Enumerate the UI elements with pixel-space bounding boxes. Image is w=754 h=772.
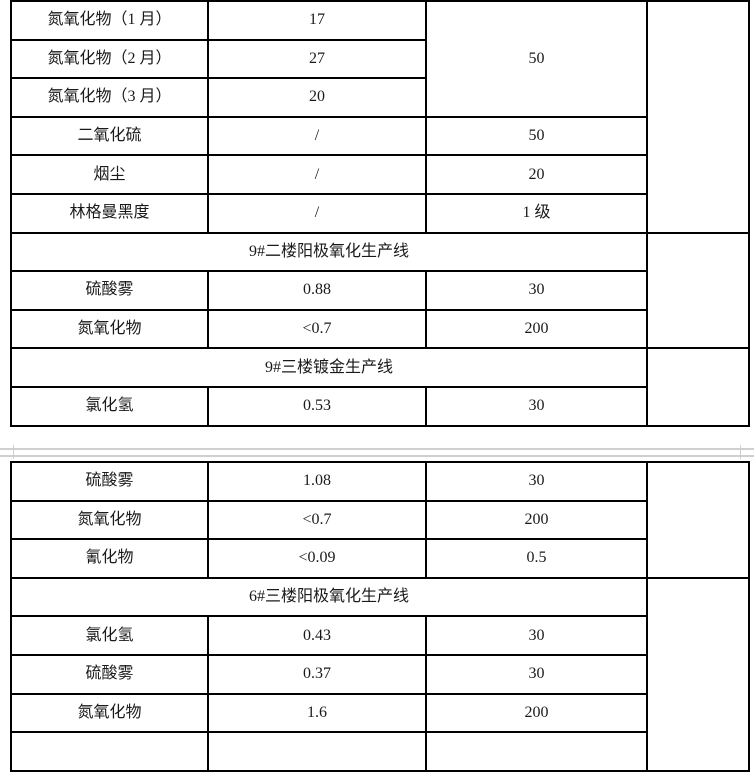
page-corner-mark: [740, 445, 741, 459]
section-header-row: 6#三楼阳极氧化生产线: [10, 576, 750, 772]
pollutant-cell: 二氧化硫: [10, 115, 209, 157]
pollutant-cell: 硫酸雾: [10, 270, 209, 311]
section-title: 9#三楼镀金生产线: [10, 347, 648, 388]
pollutant-cell: 林格曼黑度: [10, 192, 209, 234]
measured-value-cell: 1.08: [207, 461, 427, 502]
limit-value-cell: 200: [425, 308, 648, 350]
table-row: 氰化物 <0.09 0.5: [10, 538, 749, 579]
measured-value-cell: 0.43: [207, 615, 427, 656]
measured-value-cell: <0.7: [207, 499, 427, 541]
remark-cell: [646, 0, 750, 234]
pollutant-cell: [10, 731, 209, 772]
table-row: 氮氧化物（1 月） 17 50: [10, 0, 750, 234]
section-title: 6#三楼阳极氧化生产线: [10, 576, 648, 618]
pollutant-cell: 氯化氢: [10, 615, 209, 656]
limit-value-cell: 50: [425, 115, 648, 157]
remark-cell: [646, 576, 750, 772]
measured-value-cell: 0.53: [207, 385, 427, 427]
page-break-line: [0, 455, 754, 457]
limit-value-cell: 30: [425, 615, 648, 656]
pollutant-cell: 氮氧化物（1 月）: [10, 0, 209, 41]
measured-value-cell: 17: [207, 0, 427, 41]
table-row: 氯化氢 0.53 30: [10, 385, 749, 427]
table-row: 硫酸雾 1.08 30: [10, 461, 750, 579]
pollutant-cell: 氮氧化物（2 月）: [10, 38, 209, 80]
limit-value-cell: 20: [425, 154, 648, 195]
table-row: 氯化氢 0.43 30: [10, 615, 749, 656]
section-title: 9#二楼阳极氧化生产线: [10, 231, 648, 273]
measured-value-cell: 20: [207, 77, 427, 118]
pollutant-cell: 硫酸雾: [10, 653, 209, 695]
table-row: 二氧化硫 / 50: [10, 115, 749, 157]
remark-cell: [646, 347, 750, 427]
measured-value-cell: /: [207, 115, 427, 157]
table-row: 氮氧化物 <0.7 200: [10, 499, 749, 541]
pollutant-cell: 硫酸雾: [10, 461, 209, 502]
limit-value-cell: 1 级: [425, 192, 648, 234]
table-row: 氮氧化物（2 月） 27: [10, 38, 749, 80]
limit-value-cell: 30: [425, 385, 648, 427]
measured-value-cell: <0.7: [207, 308, 427, 350]
pollutant-cell: 烟尘: [10, 154, 209, 195]
table-row: 烟尘 / 20: [10, 154, 749, 195]
measured-value-cell: 0.88: [207, 270, 427, 311]
table-row: 林格曼黑度 / 1 级: [10, 192, 749, 234]
measured-value-cell: 0.37: [207, 653, 427, 695]
section-header-row: 9#三楼镀金生产线: [10, 347, 750, 427]
limit-value-cell: 50: [425, 0, 648, 118]
page-corner-mark: [13, 445, 14, 459]
table-row: [10, 731, 749, 772]
table-row: 氮氧化物 <0.7 200: [10, 308, 749, 350]
table-row: 氮氧化物（3 月） 20: [10, 77, 749, 118]
remark-cell: [646, 461, 750, 579]
limit-value-cell: 200: [425, 499, 648, 541]
section-header-row: 9#二楼阳极氧化生产线: [10, 231, 750, 350]
table-row: 氮氧化物 1.6 200: [10, 692, 749, 734]
limit-value-cell: 30: [425, 270, 648, 311]
pollutant-cell: 氯化氢: [10, 385, 209, 427]
limit-value-cell: 0.5: [425, 538, 648, 579]
pollutant-cell: 氰化物: [10, 538, 209, 579]
emission-table-part-1: 氮氧化物（1 月） 17 50 氮氧化物（2 月） 27 氮氧化物（3 月） 2…: [10, 0, 750, 427]
measured-value-cell: /: [207, 154, 427, 195]
table-row: 硫酸雾 0.88 30: [10, 270, 749, 311]
measured-value-cell: [207, 731, 427, 772]
emission-table-part-2: 硫酸雾 1.08 30 氮氧化物 <0.7 200 氰化物 <0.09 0.5 …: [10, 461, 750, 772]
table-row: 硫酸雾 0.37 30: [10, 653, 749, 695]
pollutant-cell: 氮氧化物（3 月）: [10, 77, 209, 118]
pollutant-cell: 氮氧化物: [10, 499, 209, 541]
measured-value-cell: 27: [207, 38, 427, 80]
measured-value-cell: /: [207, 192, 427, 234]
limit-value-cell: 200: [425, 692, 648, 734]
pollutant-cell: 氮氧化物: [10, 308, 209, 350]
limit-value-cell: [425, 731, 648, 772]
page-break-line: [0, 448, 754, 450]
measured-value-cell: <0.09: [207, 538, 427, 579]
remark-cell: [646, 231, 750, 350]
limit-value-cell: 30: [425, 461, 648, 502]
measured-value-cell: 1.6: [207, 692, 427, 734]
limit-value-cell: 30: [425, 653, 648, 695]
pollutant-cell: 氮氧化物: [10, 692, 209, 734]
